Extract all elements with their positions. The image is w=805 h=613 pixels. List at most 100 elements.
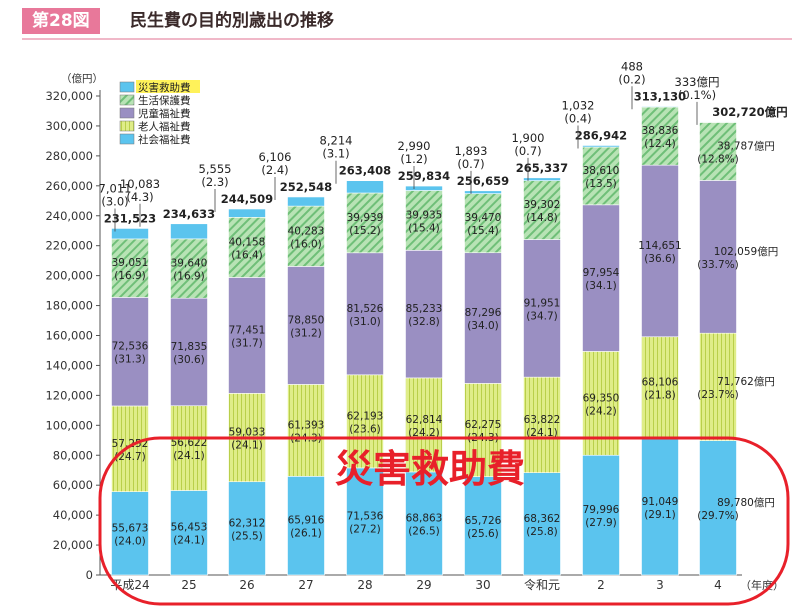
data-label-share: (31.2) bbox=[290, 327, 322, 339]
bar-segment-4 bbox=[111, 238, 149, 298]
legend bbox=[119, 80, 200, 145]
data-label-value: 38,836 bbox=[642, 125, 679, 137]
data-label-share: (31.3) bbox=[114, 354, 146, 366]
bar-segment-2 bbox=[111, 405, 149, 492]
data-label-value: 69,350 bbox=[583, 392, 620, 404]
bar-segment-2 bbox=[170, 405, 208, 491]
data-label-share: (24.1) bbox=[173, 535, 205, 547]
data-label-value: 91,951 bbox=[524, 297, 561, 309]
bar-segment-1 bbox=[346, 467, 384, 576]
disaster-relief-label: 1,032 bbox=[562, 98, 595, 112]
bar-segment-5 bbox=[464, 190, 502, 194]
bar-segment-3 bbox=[582, 204, 620, 352]
data-label-value: 62,275 bbox=[465, 419, 502, 431]
data-label-share: (13.5) bbox=[585, 178, 617, 190]
x-tick-label: 27 bbox=[298, 578, 313, 592]
disaster-relief-label: 7,011 bbox=[99, 181, 132, 195]
legend-label: 老人福祉費 bbox=[138, 120, 191, 133]
disaster-relief-share: (3.1) bbox=[322, 147, 349, 161]
data-label-value: 62,814 bbox=[406, 414, 443, 426]
y-tick-label: 260,000 bbox=[45, 179, 93, 193]
x-tick-label: 25 bbox=[181, 578, 196, 592]
data-label-share: (16.9) bbox=[173, 271, 205, 283]
bar-segment-4 bbox=[582, 146, 620, 206]
data-label-share: (24.1) bbox=[526, 427, 558, 439]
legend-swatch bbox=[119, 133, 135, 145]
data-label-value: 55,673 bbox=[112, 522, 149, 534]
disaster-relief-label: 1,900 bbox=[512, 131, 545, 145]
disaster-relief-share: (3.0) bbox=[101, 194, 128, 208]
data-label-share: (16.9) bbox=[114, 270, 146, 282]
data-label-share: (23.6) bbox=[349, 423, 381, 435]
figure-number: 第28図 bbox=[22, 8, 100, 34]
y-tick-label: 0 bbox=[86, 568, 93, 582]
data-label-share: (24.1) bbox=[231, 440, 263, 452]
legend-swatch bbox=[119, 81, 135, 93]
bar-segment-1 bbox=[111, 491, 149, 576]
y-tick-label: 180,000 bbox=[45, 299, 93, 313]
total-label: 313,130 bbox=[634, 89, 686, 103]
legend-swatch bbox=[119, 107, 135, 119]
disaster-relief-label: 488 bbox=[621, 59, 643, 73]
bar-segment-5 bbox=[523, 177, 561, 181]
y-axis-unit: （億円） bbox=[61, 72, 103, 85]
data-label-share: (21.8) bbox=[644, 390, 676, 402]
data-label-value: 39,935 bbox=[406, 209, 443, 221]
data-label-share: (24.7) bbox=[114, 451, 146, 463]
bar-segment-4 bbox=[464, 193, 502, 254]
disaster-relief-share: (4.3) bbox=[126, 190, 153, 204]
data-label-value: 61,393 bbox=[288, 419, 325, 431]
data-label-share: (15.4) bbox=[467, 225, 499, 237]
data-label-value: 97,954 bbox=[583, 267, 620, 279]
total-label: 231,523 bbox=[104, 211, 156, 225]
data-label-share: (24.0) bbox=[114, 535, 146, 547]
data-label-share: (15.2) bbox=[349, 225, 381, 237]
y-tick-label: 40,000 bbox=[53, 508, 93, 522]
data-label-share: (36.6) bbox=[644, 253, 676, 265]
data-label-value: 38,610 bbox=[583, 165, 620, 177]
disaster-relief-share: (0.7) bbox=[514, 144, 541, 158]
data-label-value: 79,996 bbox=[583, 504, 620, 516]
data-label-value: 114,651 bbox=[638, 240, 681, 252]
bar-segment-1 bbox=[523, 472, 561, 576]
data-label-share: (24.2) bbox=[585, 405, 617, 417]
data-label-value: 102,059億円 bbox=[714, 245, 778, 258]
legend-highlight bbox=[136, 80, 200, 93]
data-label-value: 78,850 bbox=[288, 314, 325, 326]
data-label-share: (27.9) bbox=[585, 517, 617, 529]
data-label-value: 68,863 bbox=[406, 512, 443, 524]
legend-label: 生活保護費 bbox=[138, 94, 191, 107]
disaster-relief-label: 6,106 bbox=[259, 150, 292, 164]
total-label: 252,548 bbox=[280, 180, 332, 194]
y-tick-label: 220,000 bbox=[45, 239, 93, 253]
data-label-value: 56,622 bbox=[171, 437, 208, 449]
data-label-share: (15.4) bbox=[408, 222, 440, 234]
bar-segment-1 bbox=[405, 471, 443, 576]
data-label-value: 71,762億円 bbox=[717, 375, 775, 388]
x-tick-label: 3 bbox=[656, 578, 664, 592]
data-label-value: 65,726 bbox=[465, 515, 502, 527]
total-label: 256,659 bbox=[457, 174, 509, 188]
bar-segment-4 bbox=[523, 180, 561, 240]
figure-header: 第28図 民生費の目的別歳出の推移 bbox=[0, 0, 805, 40]
data-label-share: (26.5) bbox=[408, 525, 440, 537]
x-tick-label: 29 bbox=[416, 578, 431, 592]
bar-segment-1 bbox=[464, 476, 502, 576]
data-label-value: 68,362 bbox=[524, 513, 561, 525]
data-label-value: 40,283 bbox=[288, 225, 325, 237]
y-tick-label: 60,000 bbox=[53, 478, 93, 492]
data-label-value: 89,780億円 bbox=[717, 496, 775, 509]
data-label-share: (32.8) bbox=[408, 316, 440, 328]
data-label-share: (34.0) bbox=[467, 320, 499, 332]
data-label-share: (24.1) bbox=[173, 450, 205, 462]
disaster-relief-label: 333億円 bbox=[675, 75, 720, 89]
disaster-relief-share: (0.2) bbox=[618, 72, 645, 86]
bar-segment-5 bbox=[228, 208, 266, 218]
bar-segment-5 bbox=[111, 228, 149, 240]
x-tick-label: 4 bbox=[714, 578, 722, 592]
data-label-value: 39,470 bbox=[465, 212, 502, 224]
bar-segment-2 bbox=[346, 374, 384, 469]
data-label-share: (31.7) bbox=[231, 337, 263, 349]
header-divider bbox=[22, 38, 792, 40]
bar-segment-5 bbox=[170, 223, 208, 240]
